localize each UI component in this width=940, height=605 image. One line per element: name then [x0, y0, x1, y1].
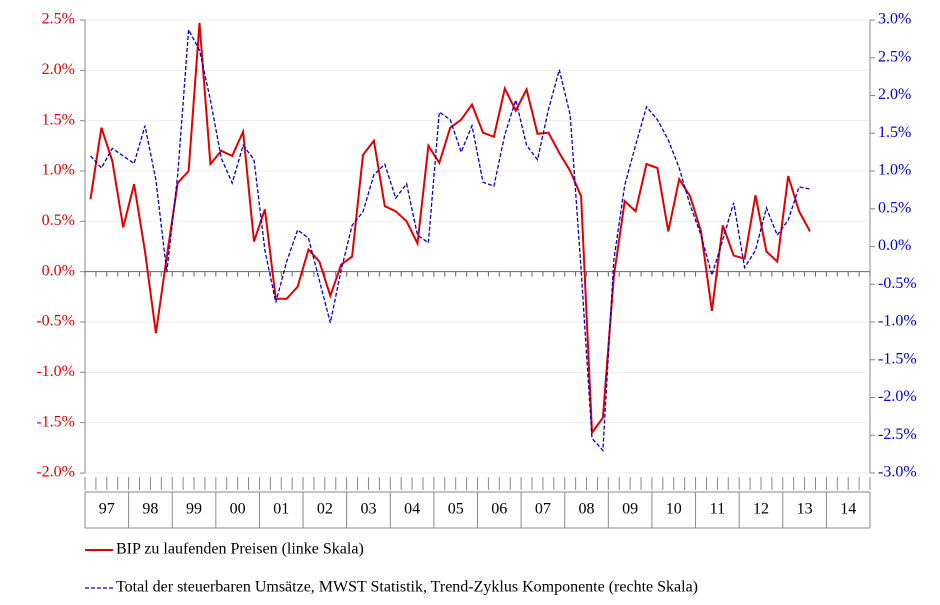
- x-tick-label: 14: [840, 501, 856, 518]
- x-tick-label: 97: [99, 501, 115, 518]
- y2-tick-label: -0.5%: [878, 275, 917, 292]
- y-tick-label: 1.5%: [42, 111, 75, 128]
- y-tick-label: -1.0%: [36, 363, 75, 380]
- y-tick-label: -1.5%: [36, 413, 75, 430]
- y-tick-label: 0.5%: [42, 212, 75, 229]
- x-tick-label: 01: [273, 501, 289, 518]
- x-tick-label: 99: [186, 501, 202, 518]
- y2-tick-label: -1.0%: [878, 313, 917, 330]
- y2-tick-label: 3.0%: [878, 11, 911, 28]
- x-tick-label: 03: [360, 501, 376, 518]
- y2-tick-label: 2.0%: [878, 86, 911, 103]
- y-tick-label: 2.0%: [42, 61, 75, 78]
- x-tick-label: 98: [142, 501, 158, 518]
- y-tick-label: 2.5%: [42, 11, 75, 28]
- x-tick-label: 05: [448, 501, 464, 518]
- x-tick-label: 07: [535, 501, 551, 518]
- y-tick-label: -0.5%: [36, 313, 75, 330]
- x-tick-label: 10: [666, 501, 682, 518]
- y2-tick-label: 2.5%: [878, 48, 911, 65]
- y2-tick-label: -2.5%: [878, 426, 917, 443]
- x-tick-label: 08: [579, 501, 595, 518]
- y2-tick-label: 0.0%: [878, 237, 911, 254]
- legend-label: Total der steuerbaren Umsätze, MWST Stat…: [116, 579, 698, 596]
- y2-tick-label: 1.0%: [878, 162, 911, 179]
- y2-tick-label: -2.0%: [878, 388, 917, 405]
- series-line: [90, 27, 811, 452]
- series-line: [89, 22, 811, 436]
- y-tick-label: 0.0%: [42, 262, 75, 279]
- x-tick-label: 02: [317, 501, 333, 518]
- x-tick-label: 11: [710, 501, 725, 518]
- x-tick-label: 12: [753, 501, 769, 518]
- x-tick-label: 09: [622, 501, 638, 518]
- y-tick-label: -2.0%: [36, 464, 75, 481]
- y2-tick-label: 1.5%: [878, 124, 911, 141]
- x-tick-label: 06: [491, 501, 507, 518]
- y2-tick-label: -3.0%: [878, 464, 917, 481]
- x-tick-label: 00: [230, 501, 246, 518]
- x-tick-label: 04: [404, 501, 420, 518]
- y-tick-label: 1.0%: [42, 162, 75, 179]
- y2-tick-label: -1.5%: [878, 350, 917, 367]
- y2-tick-label: 0.5%: [878, 199, 911, 216]
- x-tick-label: 13: [797, 501, 813, 518]
- legend-label: BIP zu laufenden Preisen (linke Skala): [116, 541, 364, 558]
